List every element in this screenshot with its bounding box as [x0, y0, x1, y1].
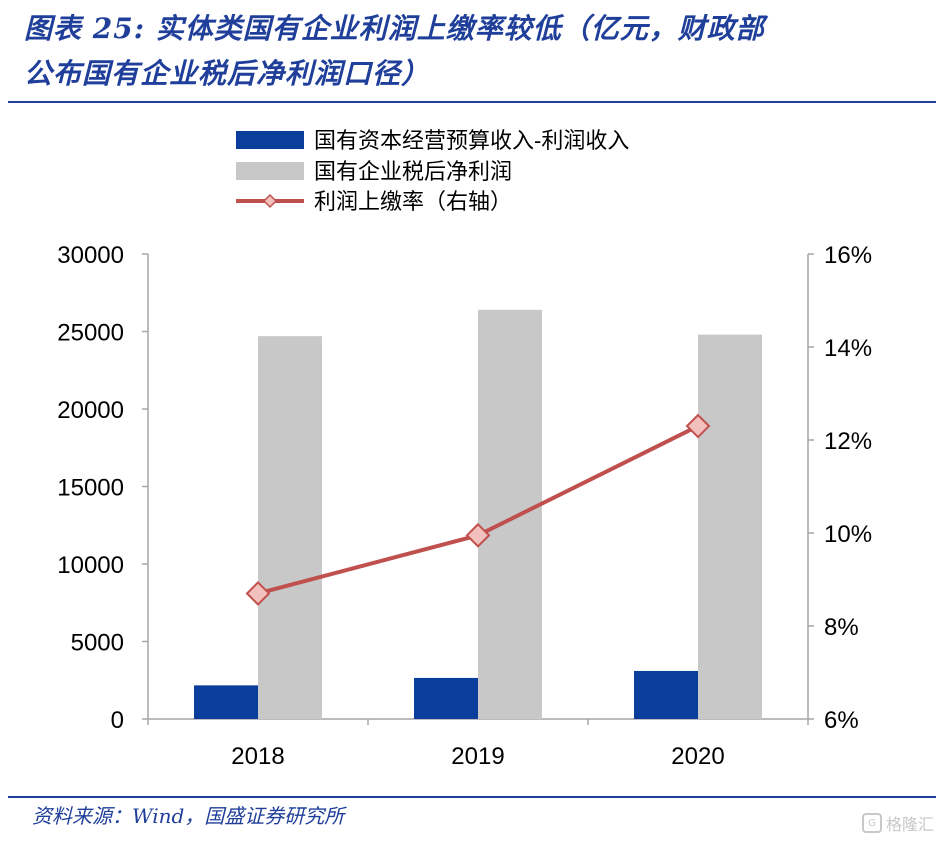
legend-label-profit-income: 国有资本经营预算收入-利润收入: [314, 128, 629, 153]
rate-line: [245, 413, 711, 606]
title-line-2: 公布国有企业税后净利润口径）: [24, 57, 431, 90]
profit-income-bar: [634, 670, 698, 719]
watermark: G 格隆汇: [861, 811, 934, 835]
left-tick-label: 25000: [57, 320, 124, 347]
x-tick-label: 2020: [671, 743, 724, 770]
left-tick-label: 0: [111, 707, 124, 734]
right-tick-label: 16%: [824, 242, 872, 269]
source-note: 资料来源：Wind，国盛证券研究所: [32, 804, 345, 828]
profit-income-bar: [194, 685, 258, 719]
net-profit-bar: [698, 334, 762, 719]
x-tick-label: 2019: [451, 743, 504, 770]
legend-marker-rate: [262, 193, 278, 209]
right-tick-label: 12%: [824, 428, 872, 455]
left-tick-label: 5000: [71, 630, 124, 657]
title-line-1: 图表 25: 实体类国有企业利润上缴率较低（亿元，财政部: [24, 12, 765, 45]
left-tick-label: 20000: [57, 397, 124, 424]
chart-title: 图表 25: 实体类国有企业利润上缴率较低（亿元，财政部 公布国有企业税后净利润…: [24, 6, 924, 96]
x-tick-label: 2018: [231, 743, 284, 770]
rate-point-marker: [245, 581, 271, 606]
left-tick-label: 15000: [57, 475, 124, 502]
right-tick-label: 8%: [824, 614, 859, 641]
right-tick-label: 14%: [824, 335, 872, 362]
right-tick-label: 10%: [824, 521, 872, 548]
net-profit-bar: [478, 309, 542, 719]
profit-income-bar: [414, 677, 478, 719]
source-divider: [8, 796, 936, 798]
legend-label-rate: 利润上缴率（右轴）: [314, 189, 512, 214]
left-tick-label: 10000: [57, 552, 124, 579]
rate-point-marker: [465, 522, 491, 548]
title-divider: [8, 101, 936, 103]
left-tick-label: 30000: [57, 242, 124, 269]
watermark-text: 格隆汇: [885, 815, 934, 834]
legend-swatch-profit-income: [236, 131, 304, 149]
watermark-logo-icon: G: [861, 813, 882, 833]
right-tick-label: 6%: [824, 707, 859, 734]
rate-point-marker: [685, 413, 711, 439]
legend-label-net-profit: 国有企业税后净利润: [314, 159, 512, 184]
legend-swatch-net-profit: [236, 162, 304, 180]
bars: [194, 309, 762, 719]
net-profit-bar: [258, 336, 322, 719]
